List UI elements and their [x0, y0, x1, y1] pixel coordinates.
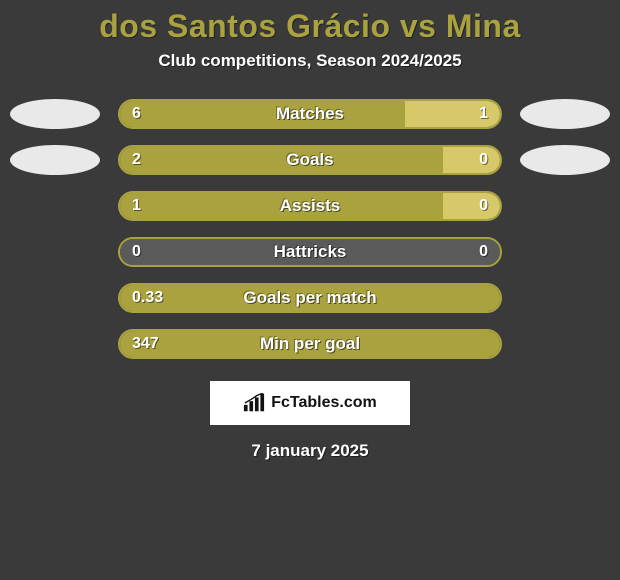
stat-segment-right — [488, 285, 500, 311]
stat-label: Goals per match — [243, 288, 376, 308]
stat-label: Goals — [286, 150, 333, 170]
lozenge-spacer — [10, 329, 100, 359]
stat-segment-right: 0 — [443, 147, 500, 173]
stat-row: 0 0 Hattricks — [10, 237, 610, 267]
lozenge-spacer — [10, 191, 100, 221]
stat-label: Assists — [280, 196, 340, 216]
subtitle: Club competitions, Season 2024/2025 — [0, 51, 620, 71]
stat-value-right: 0 — [479, 197, 488, 215]
chart-icon — [243, 393, 265, 413]
page-title: dos Santos Grácio vs Mina — [0, 8, 620, 45]
stat-bar: 1 0 Assists — [118, 191, 502, 221]
lozenge-spacer — [520, 329, 610, 359]
stat-row: 2 0 Goals — [10, 145, 610, 175]
brand-text: FcTables.com — [271, 394, 377, 412]
stat-rows: 6 1 Matches 2 0 Goals 1 0 Assists 0 0 Hattricks 0.33… — [0, 99, 620, 359]
stat-bar: 0.33 Goals per match — [118, 283, 502, 313]
player-left-lozenge — [10, 99, 100, 129]
stat-value-right: 1 — [479, 105, 488, 123]
stat-value-left: 0 — [132, 243, 141, 261]
stat-value-left: 2 — [132, 151, 141, 169]
stat-segment-right: 0 — [443, 193, 500, 219]
stat-row: 1 0 Assists — [10, 191, 610, 221]
stat-bar: 0 0 Hattricks — [118, 237, 502, 267]
lozenge-spacer — [10, 283, 100, 313]
stat-segment-left: 6 — [120, 101, 405, 127]
stat-segment-left: 2 — [120, 147, 443, 173]
stat-row: 347 Min per goal — [10, 329, 610, 359]
stat-bar: 2 0 Goals — [118, 145, 502, 175]
stat-bar: 347 Min per goal — [118, 329, 502, 359]
stat-label: Hattricks — [274, 242, 347, 262]
lozenge-spacer — [10, 237, 100, 267]
brand-badge: FcTables.com — [210, 381, 410, 425]
player-left-lozenge — [10, 145, 100, 175]
stat-value-right: 0 — [479, 151, 488, 169]
stat-label: Min per goal — [260, 334, 360, 354]
stat-segment-right — [488, 331, 500, 357]
player-right-lozenge — [520, 99, 610, 129]
stat-bar: 6 1 Matches — [118, 99, 502, 129]
lozenge-spacer — [520, 283, 610, 313]
stat-row: 0.33 Goals per match — [10, 283, 610, 313]
lozenge-spacer — [520, 191, 610, 221]
player-right-lozenge — [520, 145, 610, 175]
stat-value-left: 6 — [132, 105, 141, 123]
stat-value-left: 347 — [132, 335, 159, 353]
stat-value-right: 0 — [479, 243, 488, 261]
stat-row: 6 1 Matches — [10, 99, 610, 129]
stat-label: Matches — [276, 104, 344, 124]
stat-value-left: 0.33 — [132, 289, 163, 307]
comparison-infographic: dos Santos Grácio vs Mina Club competiti… — [0, 0, 620, 461]
stat-segment-right: 1 — [405, 101, 500, 127]
lozenge-spacer — [520, 237, 610, 267]
stat-value-left: 1 — [132, 197, 141, 215]
date-text: 7 january 2025 — [0, 441, 620, 461]
